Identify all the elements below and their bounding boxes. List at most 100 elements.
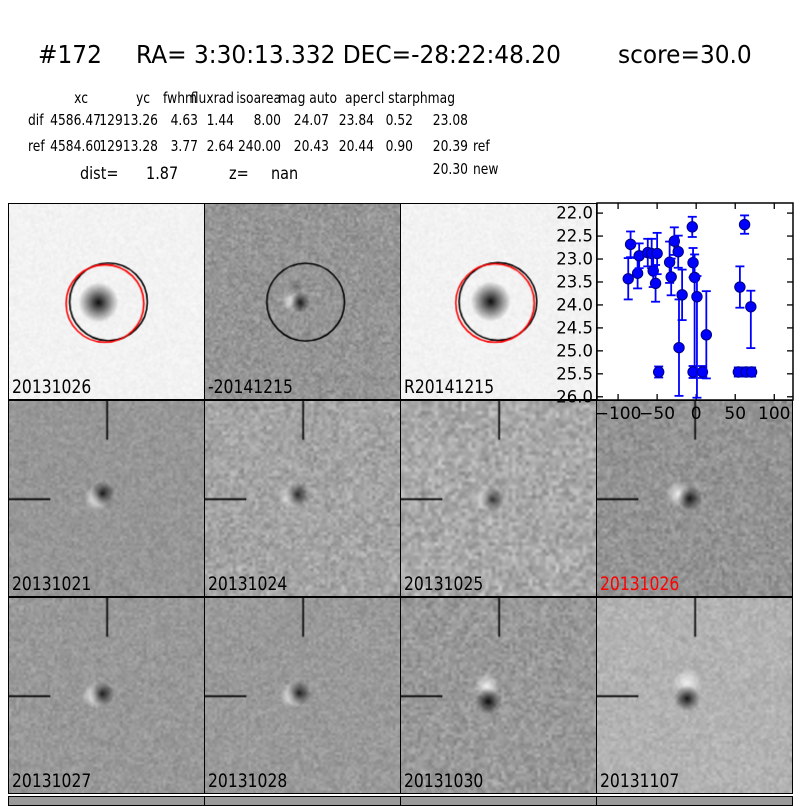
data-point — [652, 366, 665, 378]
phmag-suffix-ref: ref — [473, 137, 490, 155]
cutout-20131024-image — [205, 401, 400, 596]
cutout-diff--20141215: -20141215 — [204, 203, 401, 400]
z-label: z= — [229, 164, 249, 184]
cell-ref-yc: 12913.28 — [99, 137, 158, 155]
dist-value: 1.87 — [146, 164, 179, 184]
cell-ref-cl-star: 0.90 — [385, 137, 413, 155]
data-point — [676, 289, 688, 301]
cutout-new-20131026-label: 20131026 — [12, 376, 92, 398]
col-header-cl-star: cl star — [374, 89, 412, 107]
cell-ref-phmag: 20.39 — [432, 137, 468, 155]
data-point — [687, 366, 699, 378]
cutout-20131025: 20131025 — [400, 400, 597, 597]
data-point — [700, 329, 713, 341]
cell-dif-yc: 12913.26 — [99, 111, 158, 129]
cutout-20131030-label: 20131030 — [404, 770, 484, 792]
cutout-20131027-label: 20131027 — [12, 770, 92, 792]
z-value: nan — [271, 164, 299, 184]
data-point — [631, 267, 644, 279]
cutout-new-20131026: 20131026 — [8, 203, 205, 400]
data-point — [738, 218, 751, 231]
data-point — [645, 247, 658, 260]
next-row-panel-1 — [204, 796, 401, 806]
cell-dif-phmag: 23.08 — [432, 111, 468, 129]
cutout-20131021-image — [9, 401, 204, 596]
data-point — [688, 271, 701, 284]
row-label-ref: ref — [28, 137, 45, 155]
cutout-ref-R20141215: R20141215 — [400, 203, 597, 400]
dist-label: dist= — [80, 164, 119, 184]
cutout-20131030-image — [401, 598, 596, 793]
col-header-xc: xc — [74, 89, 88, 107]
cutout-new-20131026-image — [9, 204, 204, 399]
cell-ref-aper: 20.44 — [338, 137, 374, 155]
cell-ref-xc: 4584.60 — [50, 137, 101, 155]
candidate-id: #172 — [38, 40, 102, 69]
cutout-20131028-image — [205, 598, 400, 793]
cutout-20131030: 20131030 — [400, 597, 597, 794]
col-header-phmag: phmag — [412, 89, 455, 107]
cutout-20131025-label: 20131025 — [404, 573, 484, 595]
plot-area — [596, 202, 794, 401]
cell-dif-isoarea: 8.00 — [253, 111, 281, 129]
cutout-20131107-image — [597, 598, 792, 793]
cutout-20131021: 20131021 — [8, 400, 205, 597]
data-point — [740, 366, 752, 378]
data-point — [622, 273, 634, 285]
data-point — [734, 281, 746, 293]
data-point — [665, 271, 677, 283]
next-row-panel-0 — [8, 796, 205, 806]
cutout-20131024: 20131024 — [204, 400, 401, 597]
cutout-20131027: 20131027 — [8, 597, 205, 794]
col-header-fwhm: fwhm — [163, 89, 197, 107]
cutout-20131024-label: 20131024 — [208, 573, 288, 595]
col-header-isoarea: isoarea — [236, 89, 281, 107]
row-label-dif: dif — [28, 111, 44, 129]
data-point — [673, 341, 685, 354]
col-header-fluxrad: fluxrad — [190, 89, 234, 107]
cutout-20131028-label: 20131028 — [208, 770, 288, 792]
data-point — [633, 250, 645, 262]
data-point — [745, 366, 758, 378]
data-point — [668, 235, 681, 247]
data-point — [624, 238, 637, 251]
cutout-diff--20141215-image — [205, 204, 400, 399]
cutout-20131028: 20131028 — [204, 597, 401, 794]
cutout-ref-R20141215-image — [401, 204, 596, 399]
cell-dif-xc: 4586.47 — [50, 111, 101, 129]
cell-dif-fwhm: 4.63 — [170, 111, 198, 129]
cutout-20131107-label: 20131107 — [600, 770, 680, 792]
cell-ref-isoarea: 240.00 — [237, 137, 281, 155]
col-header-yc: yc — [135, 89, 150, 107]
data-point — [651, 247, 663, 260]
next-row-panel-2 — [400, 796, 597, 806]
candidate-score: score=30.0 — [618, 40, 752, 69]
cell-ref-fluxrad: 2.64 — [206, 137, 234, 155]
data-point — [745, 301, 757, 313]
cell-dif-mag-auto: 24.07 — [293, 111, 329, 129]
data-point — [686, 221, 698, 233]
cell-ref-fwhm: 3.77 — [170, 137, 198, 155]
cutout-20131026-highlighted-label: 20131026 — [600, 573, 680, 595]
candidate-coordinates: RA= 3:30:13.332 DEC=-28:22:48.20 — [136, 40, 561, 69]
data-point — [642, 246, 654, 259]
data-point — [732, 366, 745, 378]
data-point — [687, 256, 699, 269]
cutout-diff--20141215-label: -20141215 — [208, 376, 293, 398]
data-point — [691, 290, 703, 303]
cell-dif-cl-star: 0.52 — [385, 111, 413, 129]
cutout-20131021-label: 20131021 — [12, 573, 92, 595]
col-header-mag-auto: mag auto — [278, 89, 337, 107]
data-point — [647, 265, 659, 277]
cell-ref-mag-auto: 20.43 — [293, 137, 329, 155]
next-row-panel-3 — [596, 796, 793, 806]
cutout-20131107: 20131107 — [596, 597, 793, 794]
phmag-new-value: 20.30 — [432, 160, 468, 178]
cutout-20131025-image — [401, 401, 596, 596]
phmag-new-suffix: new — [473, 160, 499, 178]
col-header-aper: aper — [345, 89, 373, 107]
data-point — [696, 366, 709, 378]
data-point — [672, 245, 684, 258]
data-point — [649, 277, 662, 290]
